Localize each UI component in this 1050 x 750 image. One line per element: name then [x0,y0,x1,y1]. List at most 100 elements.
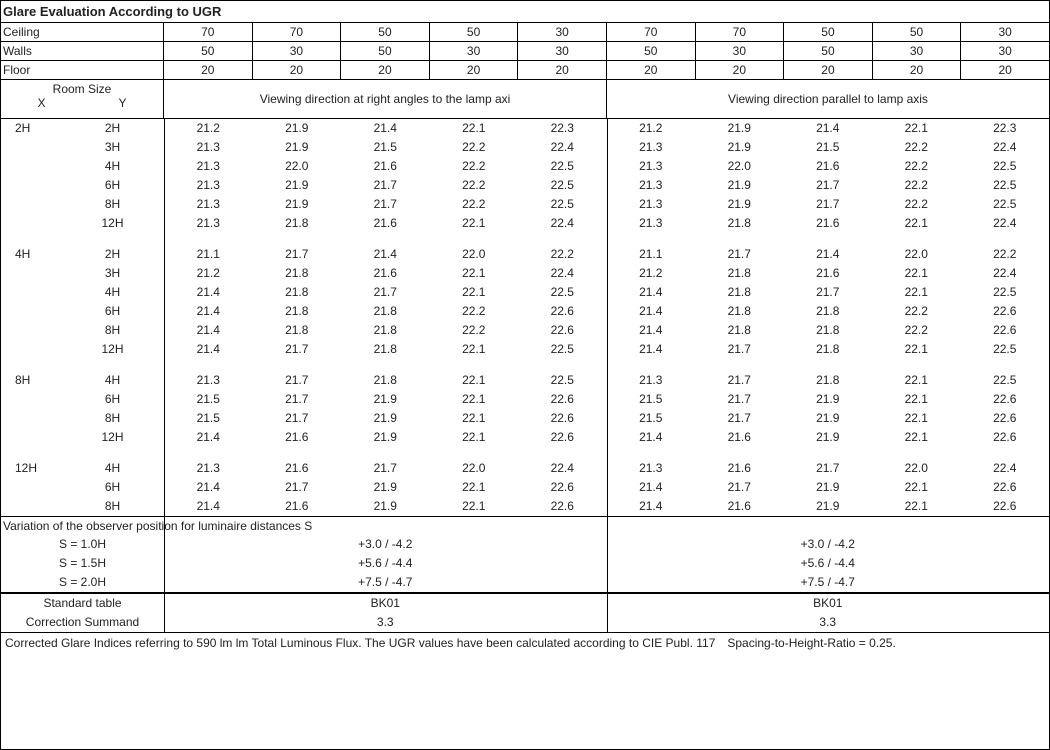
table-row: 8H21.321.921.722.222.521.321.921.722.222… [1,195,1049,214]
ugr-value: 22.2 [430,195,519,214]
ugr-value: 22.2 [430,321,519,340]
y-cell: 2H [61,245,164,264]
ugr-value: 21.7 [695,371,784,390]
ugr-value: 21.4 [341,245,430,264]
ugr-value: 21.5 [607,409,696,428]
x-cell: 2H [1,119,61,138]
reflectance-value: 20 [340,61,429,79]
ugr-value: 22.5 [518,176,607,195]
reflectance-value: 70 [606,23,695,41]
ugr-value: 21.4 [607,478,696,497]
ugr-value: 21.3 [164,459,253,478]
ugr-value: 21.2 [607,119,696,138]
ugr-value: 21.9 [784,497,873,516]
ugr-value: 22.1 [430,283,519,302]
y-cell: 4H [61,283,164,302]
ugr-value: 21.7 [784,176,873,195]
ugr-value: 22.6 [518,409,607,428]
variation-row: S = 1.0H+3.0 / -4.2+3.0 / -4.2 [1,535,1049,554]
y-cell: 8H [61,497,164,516]
x-cell [1,176,61,195]
ugr-value: 21.8 [695,302,784,321]
ugr-value: 21.9 [695,176,784,195]
ugr-value: 21.4 [164,497,253,516]
ugr-value: 21.7 [341,195,430,214]
ugr-value: 21.9 [784,409,873,428]
variation-value: +7.5 / -4.7 [607,573,1050,592]
variation-row: S = 2.0H+7.5 / -4.7+7.5 / -4.7 [1,573,1049,592]
variation-section: Variation of the observer position for l… [1,517,1049,593]
x-cell [1,195,61,214]
ugr-value: 22.5 [961,157,1050,176]
ugr-value: 21.9 [341,390,430,409]
ugr-value: 21.7 [253,245,342,264]
ugr-value: 22.6 [961,390,1050,409]
ugr-value: 21.3 [164,195,253,214]
ugr-value: 22.4 [961,214,1050,233]
ugr-value: 22.4 [518,459,607,478]
ugr-value: 21.6 [695,428,784,447]
y-cell: 4H [61,371,164,390]
ugr-value: 22.6 [518,321,607,340]
ugr-value: 21.6 [784,264,873,283]
y-cell: 6H [61,176,164,195]
table-row: 6H21.421.821.822.222.621.421.821.822.222… [1,302,1049,321]
view-right-label: Viewing direction parallel to lamp axis [606,80,1049,118]
std-value: 3.3 [607,613,1050,632]
y-cell: 2H [61,119,164,138]
reflectance-value: 50 [872,23,961,41]
reflectance-value: 20 [164,61,252,79]
ugr-value: 21.4 [607,428,696,447]
ugr-value: 22.5 [961,283,1050,302]
ugr-value: 21.8 [695,321,784,340]
view-left-label: Viewing direction at right angles to the… [164,80,606,118]
ugr-value: 22.1 [430,497,519,516]
ugr-value: 22.1 [872,371,961,390]
x-cell [1,478,61,497]
ugr-value: 22.1 [430,478,519,497]
ugr-value: 21.9 [695,119,784,138]
ugr-value: 22.1 [872,409,961,428]
ugr-value: 22.1 [872,478,961,497]
std-value: BK01 [607,594,1050,613]
ugr-value: 21.7 [695,340,784,359]
ugr-value: 22.0 [430,245,519,264]
ugr-value: 21.5 [164,409,253,428]
table-row: 4H21.421.821.722.122.521.421.821.722.122… [1,283,1049,302]
x-cell [1,321,61,340]
footer-note: Corrected Glare Indices referring to 590… [1,632,1049,653]
ugr-value: 22.6 [961,478,1050,497]
x-cell: 12H [1,459,61,478]
reflectance-value: 70 [252,23,341,41]
ugr-value: 21.8 [253,264,342,283]
ugr-value: 22.1 [872,214,961,233]
ugr-value: 21.6 [784,214,873,233]
variation-label: S = 1.0H [1,535,164,554]
ugr-value: 22.6 [961,428,1050,447]
ugr-value: 22.6 [518,497,607,516]
ugr-value: 21.3 [607,195,696,214]
ugr-value: 22.2 [961,245,1050,264]
ugr-value: 21.7 [695,478,784,497]
table-row: 4H2H21.121.721.422.022.221.121.721.422.0… [1,245,1049,264]
reflectance-value: 50 [340,42,429,60]
ugr-value: 22.1 [430,409,519,428]
reflectance-row: Walls50305030305030503030 [1,42,1049,61]
variation-value: +3.0 / -4.2 [607,535,1050,554]
x-cell [1,497,61,516]
x-cell [1,302,61,321]
x-header: X [1,96,82,110]
x-cell [1,157,61,176]
y-cell: 8H [61,195,164,214]
ugr-value: 21.8 [784,340,873,359]
ugr-value: 22.5 [961,176,1050,195]
table-row: 2H2H21.221.921.422.122.321.221.921.422.1… [1,119,1049,138]
table-row: 12H4H21.321.621.722.022.421.321.621.722.… [1,459,1049,478]
ugr-value: 21.8 [695,214,784,233]
ugr-value: 22.4 [961,264,1050,283]
reflectance-value: 20 [960,61,1049,79]
room-size-header: Room Size X Y [1,80,164,118]
ugr-value: 22.2 [872,157,961,176]
ugr-value: 22.1 [430,428,519,447]
ugr-value: 22.1 [872,497,961,516]
